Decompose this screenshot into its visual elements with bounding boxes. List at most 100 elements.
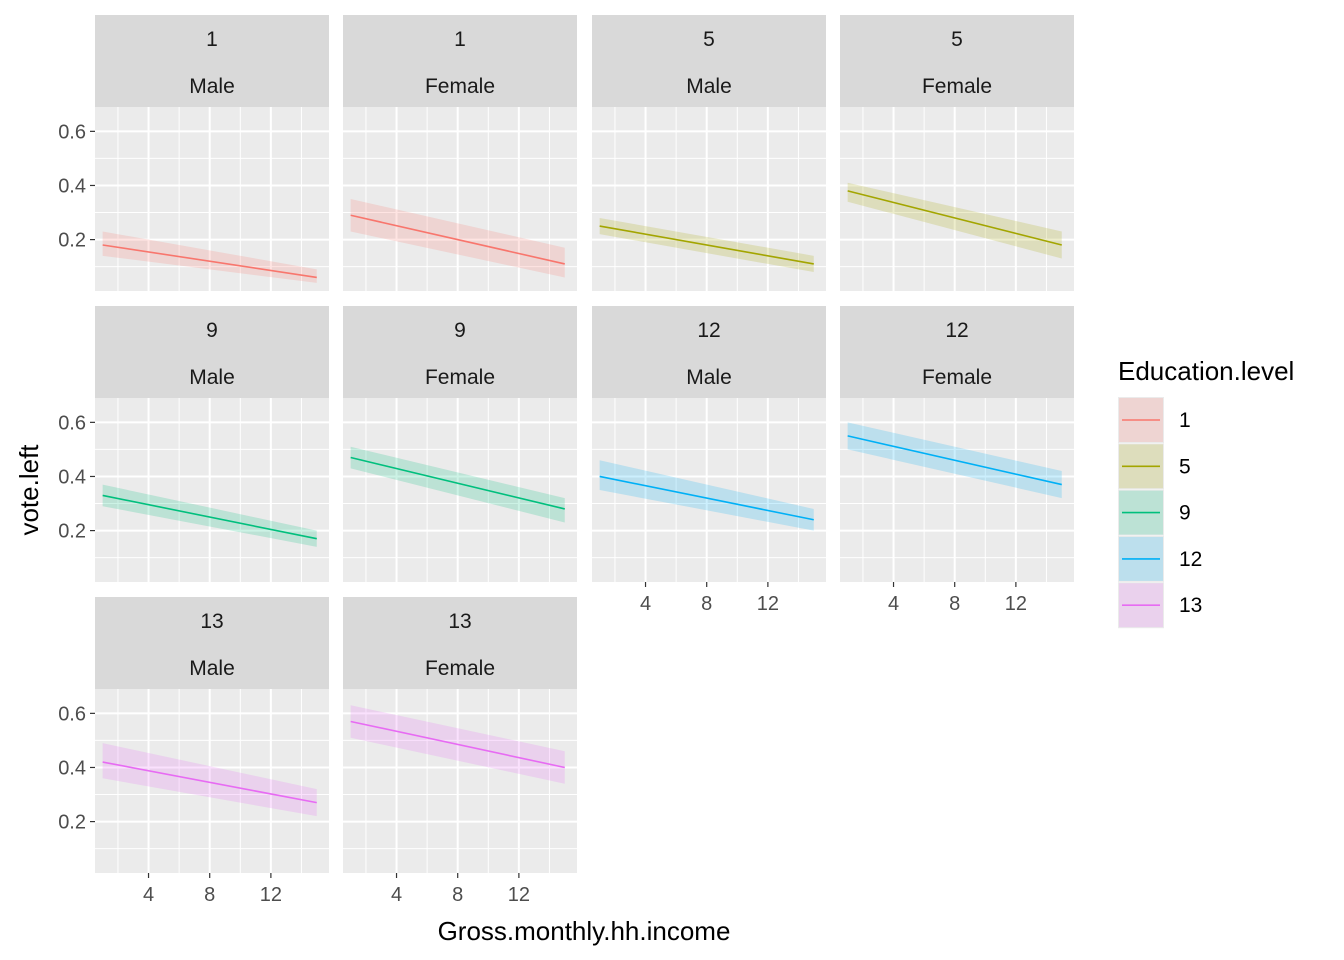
panel-background xyxy=(343,107,577,291)
fit-line xyxy=(847,190,1062,246)
confidence-band xyxy=(350,446,565,523)
facet-panel: 13 Female 4 8 12 xyxy=(343,597,577,906)
facet-strip xyxy=(592,15,826,107)
facet-panel: 1 Male 0.2 0.4 0.6 xyxy=(58,15,329,291)
confidence-band xyxy=(847,182,1062,259)
x-tick-label: 4 xyxy=(640,593,651,615)
strip-label-top: 13 xyxy=(200,610,223,633)
facet-panel: 12 Male 4 8 12 xyxy=(592,306,826,615)
confidence-band xyxy=(350,199,565,278)
x-tick-label: 12 xyxy=(260,884,282,906)
x-tick-label: 8 xyxy=(204,884,215,906)
facet-panel: 13 Male 0.2 0.4 0.6 4 8 12 xyxy=(58,597,329,906)
legend-label: 12 xyxy=(1179,548,1202,571)
fit-line xyxy=(350,456,565,510)
legend-item: 13 xyxy=(1118,582,1202,629)
facet-panel: 1 Female xyxy=(343,15,577,291)
panel-background xyxy=(592,107,826,291)
y-axis-title: vote.left xyxy=(14,444,44,536)
strip-label-bottom: Male xyxy=(686,366,732,389)
strip-label-bottom: Female xyxy=(425,75,495,98)
legend-label: 5 xyxy=(1179,455,1191,478)
fit-line xyxy=(350,720,565,769)
y-tick-label: 0.2 xyxy=(58,521,86,543)
legend-item: 12 xyxy=(1118,535,1202,582)
strip-label-top: 5 xyxy=(703,28,715,51)
strip-label-top: 13 xyxy=(448,610,471,633)
strip-label-bottom: Male xyxy=(189,657,235,680)
facet-strip xyxy=(592,306,826,398)
panel-background xyxy=(95,689,329,873)
panel-background xyxy=(95,107,329,291)
legend-title: Education.level xyxy=(1118,356,1294,386)
panel-background xyxy=(840,398,1074,582)
facet-strip xyxy=(95,306,329,398)
strip-label-bottom: Male xyxy=(189,366,235,389)
fit-line xyxy=(350,214,565,265)
fit-line xyxy=(847,435,1062,486)
panel-background xyxy=(592,398,826,582)
facet-strip xyxy=(95,15,329,107)
y-tick-label: 0.6 xyxy=(58,703,86,725)
y-tick-label: 0.4 xyxy=(58,466,86,488)
legend-item: 9 xyxy=(1118,489,1191,536)
x-tick-label: 8 xyxy=(949,593,960,615)
facet-strip xyxy=(840,15,1074,107)
strip-label-top: 9 xyxy=(454,319,466,342)
panel-background xyxy=(343,689,577,873)
panel-background xyxy=(95,398,329,582)
strip-label-top: 5 xyxy=(951,28,963,51)
x-tick-label: 4 xyxy=(888,593,899,615)
facet-panel: 12 Female 4 8 12 xyxy=(840,306,1074,615)
panel-background xyxy=(343,398,577,582)
facet-panel: 9 Female xyxy=(343,306,577,582)
strip-label-bottom: Female xyxy=(922,366,992,389)
fit-line xyxy=(102,761,317,804)
x-tick-label: 4 xyxy=(143,884,154,906)
facet-panel: 9 Male 0.2 0.4 0.6 xyxy=(58,306,329,582)
facet-panel: 5 Female xyxy=(840,15,1074,291)
x-tick-label: 12 xyxy=(757,593,779,615)
facet-panel: 5 Male xyxy=(592,15,826,291)
strip-label-bottom: Male xyxy=(686,75,732,98)
fit-line xyxy=(599,475,814,521)
y-tick-label: 0.2 xyxy=(58,812,86,834)
x-tick-label: 8 xyxy=(701,593,712,615)
strip-label-bottom: Female xyxy=(425,366,495,389)
y-tick-label: 0.6 xyxy=(58,412,86,434)
strip-label-top: 1 xyxy=(206,28,218,51)
facet-strip xyxy=(840,306,1074,398)
strip-label-top: 12 xyxy=(697,319,720,342)
x-tick-label: 12 xyxy=(1005,593,1027,615)
legend-item: 5 xyxy=(1118,443,1191,490)
strip-label-bottom: Female xyxy=(425,657,495,680)
legend: Education.level 1 5 9 12 13 xyxy=(1118,356,1294,629)
legend-label: 9 xyxy=(1179,502,1191,525)
x-tick-label: 4 xyxy=(391,884,402,906)
fit-line xyxy=(599,225,814,265)
legend-label: 1 xyxy=(1179,409,1191,432)
x-axis-title: Gross.monthly.hh.income xyxy=(438,916,731,946)
confidence-band xyxy=(599,460,814,531)
facet-strip xyxy=(343,306,577,398)
strip-label-top: 1 xyxy=(454,28,466,51)
confidence-band xyxy=(102,743,317,817)
x-tick-label: 12 xyxy=(508,884,530,906)
strip-label-top: 9 xyxy=(206,319,218,342)
x-tick-label: 8 xyxy=(452,884,463,906)
confidence-band xyxy=(102,484,317,547)
fit-line xyxy=(102,244,317,279)
facet-strip xyxy=(95,597,329,689)
y-tick-label: 0.4 xyxy=(58,757,86,779)
y-tick-label: 0.6 xyxy=(58,121,86,143)
facet-strip xyxy=(343,15,577,107)
y-tick-label: 0.2 xyxy=(58,230,86,252)
legend-label: 13 xyxy=(1179,594,1202,617)
y-tick-label: 0.4 xyxy=(58,175,86,197)
strip-label-bottom: Female xyxy=(922,75,992,98)
strip-label-top: 12 xyxy=(945,319,968,342)
legend-item: 1 xyxy=(1118,397,1191,443)
facet-strip xyxy=(343,597,577,689)
fit-line xyxy=(102,494,317,540)
